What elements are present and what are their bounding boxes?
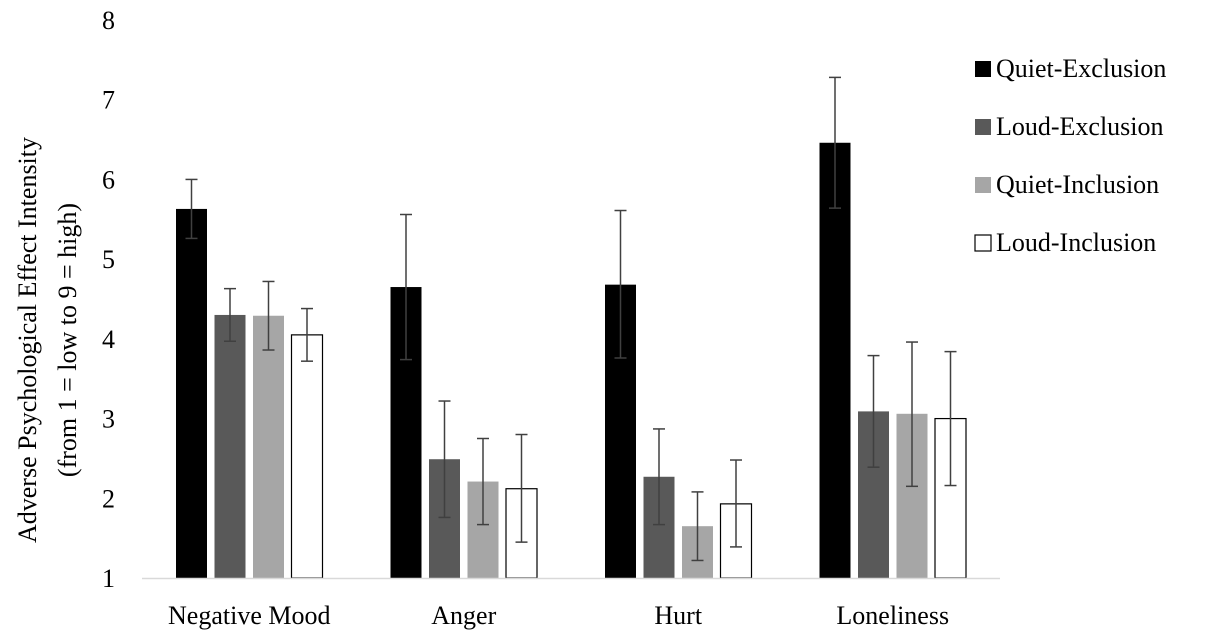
error-bar-quiet-exclusion-hurt: [614, 209, 627, 359]
legend-swatch: [974, 234, 992, 252]
legend-item: Quiet-Inclusion: [975, 170, 1159, 199]
y-tick-label: 5: [102, 245, 115, 274]
error-bar-group: [185, 76, 957, 562]
error-bar-quiet-exclusion-anger: [400, 213, 412, 361]
error-bar-loud-inclusion-loneliness: [944, 350, 957, 487]
legend-item: Loud-Inclusion: [974, 228, 1156, 257]
bar-quiet-inclusion-negative-mood: [253, 315, 284, 578]
y-tick-label: 7: [102, 86, 115, 115]
legend: Quiet-Exclusion Loud-Exclusion Quiet-Inclu…: [974, 54, 1166, 257]
legend-label: Loud-Inclusion: [996, 228, 1156, 257]
y-axis-title: Adverse Psychological Effect Intensity (…: [13, 137, 82, 543]
bar-series-group: [176, 142, 967, 579]
x-axis-category-labels: Negative Mood Anger Hurt Loneliness: [168, 601, 949, 630]
y-tick-label: 1: [102, 564, 115, 593]
error-bar-quiet-inclusion-anger: [477, 437, 489, 526]
x-category-label: Loneliness: [836, 601, 949, 630]
error-bar-loud-inclusion-anger: [515, 433, 528, 543]
legend-item: Loud-Exclusion: [975, 112, 1164, 141]
y-tick-label: 8: [102, 6, 115, 35]
x-category-label: Hurt: [654, 601, 702, 630]
legend-swatch: [975, 61, 991, 77]
error-bar-loud-exclusion-loneliness: [867, 354, 880, 468]
error-bar-loud-exclusion-negative-mood: [224, 287, 236, 342]
legend-label: Loud-Exclusion: [996, 112, 1164, 141]
y-tick-label: 2: [102, 484, 115, 513]
y-axis-ticks: 1 2 3 4 5 6 7 8: [102, 6, 115, 593]
bar-quiet-exclusion-loneliness: [819, 142, 851, 578]
y-tick-label: 4: [102, 325, 115, 354]
legend-label: Quiet-Exclusion: [996, 54, 1166, 83]
error-bar-loud-exclusion-hurt: [653, 428, 665, 526]
bar-quiet-exclusion-negative-mood: [176, 208, 207, 578]
y-tick-label: 3: [102, 405, 115, 434]
error-bar-quiet-inclusion-loneliness: [906, 341, 918, 488]
error-bar-quiet-exclusion-loneliness: [829, 76, 841, 209]
y-axis-title-line-2: (from 1 = low to 9 = high): [53, 203, 82, 477]
y-tick-label: 6: [102, 165, 115, 194]
bar-loud-inclusion-negative-mood: [290, 334, 324, 579]
error-bar-loud-inclusion-negative-mood: [301, 307, 313, 362]
legend-swatch: [975, 119, 991, 135]
error-bar-loud-exclusion-anger: [438, 400, 451, 519]
legend-item: Quiet-Exclusion: [975, 54, 1166, 83]
legend-swatch: [975, 177, 991, 193]
y-axis-title-line-1: Adverse Psychological Effect Intensity: [13, 137, 42, 543]
error-bar-quiet-inclusion-negative-mood: [262, 280, 275, 351]
legend-label: Quiet-Inclusion: [996, 170, 1159, 199]
error-bar-loud-inclusion-hurt: [730, 459, 742, 548]
bar-loud-exclusion-negative-mood: [214, 314, 246, 578]
x-category-label: Negative Mood: [168, 601, 330, 630]
x-category-label: Anger: [431, 601, 496, 630]
error-bar-quiet-exclusion-negative-mood: [185, 178, 198, 240]
error-bar-quiet-inclusion-hurt: [691, 491, 704, 562]
